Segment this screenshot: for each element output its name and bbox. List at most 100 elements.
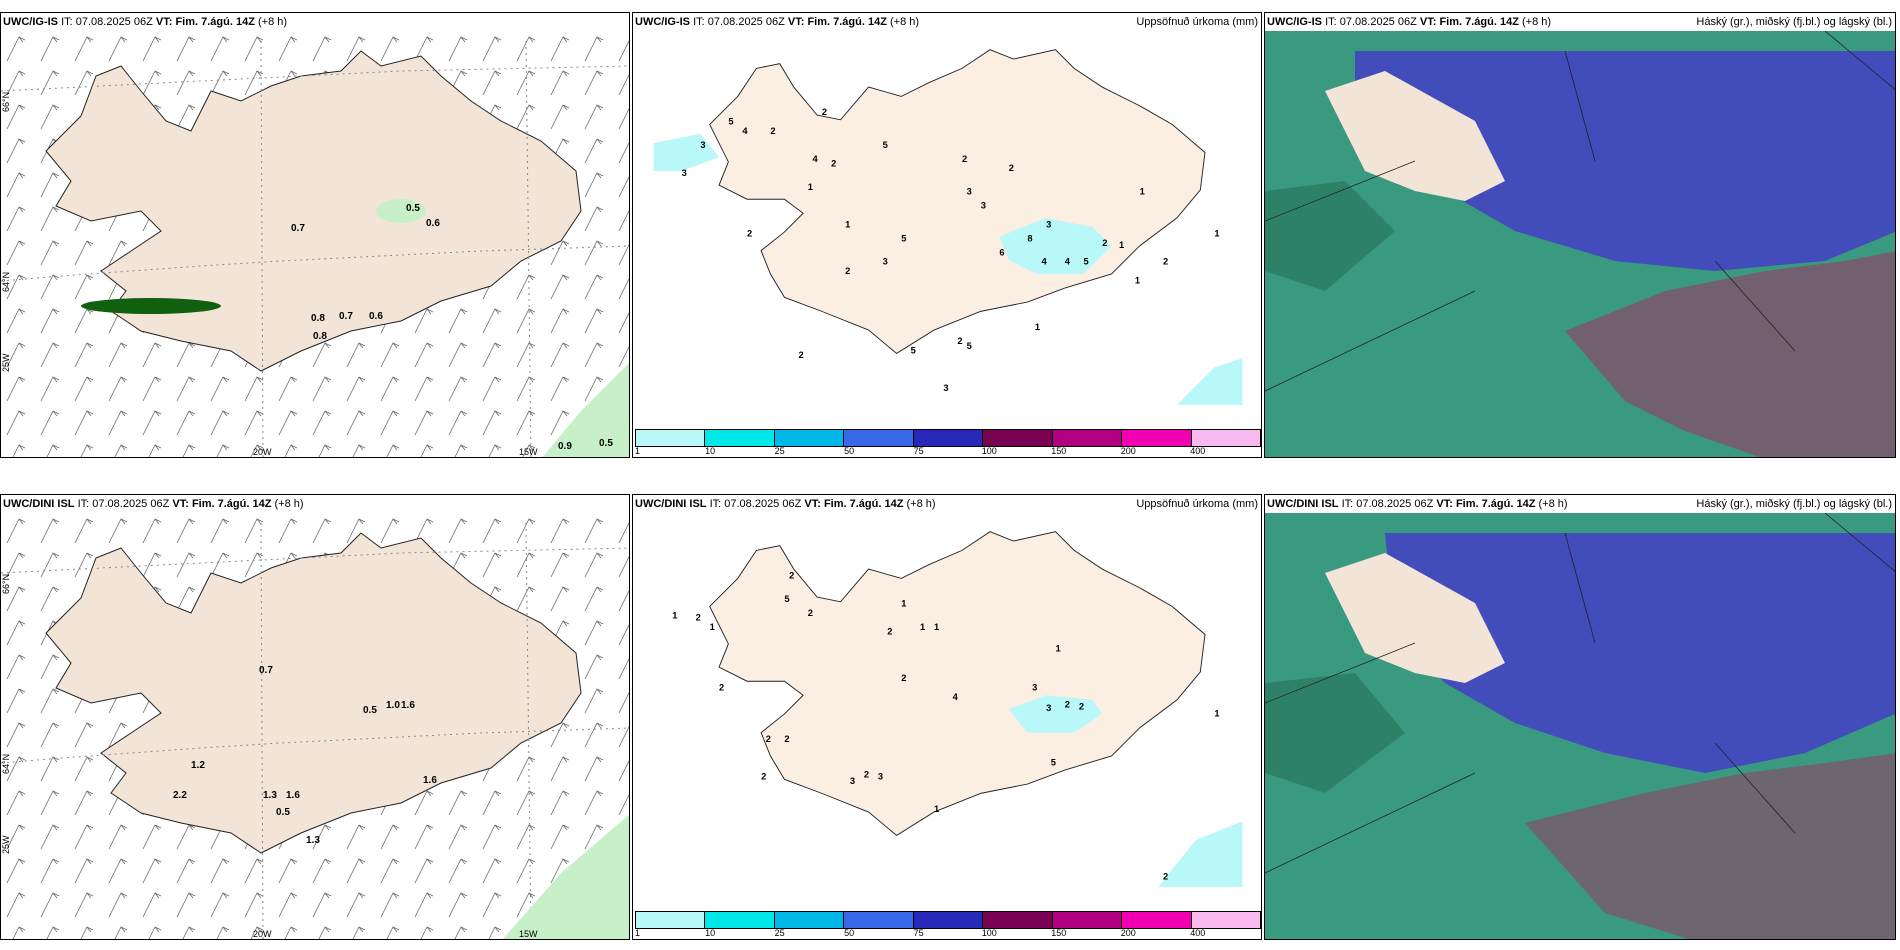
precip-label: 1	[845, 219, 850, 229]
mid-cloud-field	[1385, 533, 1895, 773]
legend-tick: 400	[1190, 928, 1206, 938]
precip-label: 2	[1102, 238, 1107, 248]
legend-tick: 50	[844, 928, 855, 938]
legend-tick: 200	[1120, 446, 1136, 456]
wind-label: 0.6	[426, 218, 440, 229]
lat-label-64: 64°N	[1, 754, 11, 774]
wind-map: 0.7 0.5 0.6 0.8 0.7 0.6 0.8 0.9 0.5 66°N…	[1, 31, 629, 457]
legend-swatch	[636, 430, 706, 446]
lon-label-20: 20W	[253, 929, 272, 939]
lon-line-20	[260, 522, 264, 939]
panel-header: UWC/IG-IS IT: 07.08.2025 06Z VT: Fim. 7.…	[635, 16, 920, 28]
precip-label: 1	[1035, 322, 1040, 332]
precip-label: 2	[761, 771, 766, 781]
iceland-land	[709, 49, 1206, 355]
precip-label: 5	[911, 345, 916, 355]
panel-title: Uppsöfnuð úrkoma (mm)	[1136, 498, 1258, 510]
wind-label: 1.3	[263, 790, 277, 801]
wind-label: 0.5	[276, 807, 290, 818]
precip-label: 3	[967, 187, 972, 197]
wind-label: 1.6	[286, 790, 300, 801]
precip-label: 3	[700, 140, 705, 150]
legend-tick: 10	[705, 928, 716, 938]
lat-label-66: 66°N	[1, 92, 11, 112]
cloud-map-panel-ig: UWC/IG-IS IT: 07.08.2025 06Z VT: Fim. 7.…	[1264, 12, 1896, 458]
legend-swatch	[844, 912, 914, 928]
legend-swatch	[705, 912, 775, 928]
legend-color-bar	[635, 911, 1261, 929]
precip-label: 3	[981, 201, 986, 211]
wind-label: 0.7	[259, 665, 273, 676]
precip-label: 1	[710, 622, 715, 632]
lon-line-15	[525, 522, 532, 939]
lon-label-15: 15W	[519, 929, 538, 939]
precip-label: 5	[901, 233, 906, 243]
precip-map: 2 5 2 1 2 1 1 1 1 2 3 3 2 2 4 5 1 1 2 2 …	[672, 531, 1243, 887]
panel-title: Uppsöfnuð úrkoma (mm)	[1136, 16, 1258, 28]
precip-label: 1	[672, 611, 677, 621]
precip-label: 2	[798, 350, 803, 360]
legend-swatch	[913, 912, 984, 928]
lon-line-20	[260, 40, 264, 457]
panel-header: UWC/DINI ISL IT: 07.08.2025 06Z VT: Fim.…	[1267, 498, 1568, 510]
legend-swatch	[913, 430, 984, 446]
precip-label: 2	[962, 154, 967, 164]
precip-label: 1	[808, 182, 813, 192]
precip-label: 2	[957, 336, 962, 346]
wind-label: 1.6	[401, 700, 415, 711]
precip-area-sea	[1158, 821, 1243, 887]
legend-swatch	[1191, 912, 1260, 928]
precip-label: 4	[1065, 257, 1071, 267]
legend-tick: 400	[1190, 446, 1206, 456]
precip-label: 1	[1055, 643, 1060, 653]
low-cloud-dense	[1265, 673, 1405, 793]
legend-tick: 100	[981, 446, 997, 456]
wind-label: 0.9	[558, 441, 572, 452]
lat-label-66: 66°N	[1, 574, 11, 594]
precip-label: 5	[784, 594, 789, 604]
precip-label: 6	[999, 247, 1004, 257]
precip-label: 1	[920, 622, 925, 632]
panel-header: UWC/DINI ISL IT: 07.08.2025 06Z VT: Fim.…	[635, 498, 936, 510]
precip-map-panel-dini: UWC/DINI ISL IT: 07.08.2025 06Z VT: Fim.…	[632, 494, 1262, 940]
mid-cloud-field	[1355, 51, 1895, 271]
panel-header: UWC/IG-IS IT: 07.08.2025 06Z VT: Fim. 7.…	[1267, 16, 1552, 28]
lon-label-15: 15W	[519, 447, 538, 457]
precip-area	[999, 217, 1112, 274]
panel-header: UWC/IG-IS IT: 07.08.2025 06Z VT: Fim. 7.…	[3, 16, 288, 28]
precip-area	[653, 133, 720, 172]
legend-swatch	[983, 912, 1053, 928]
precip-label: 2	[1079, 701, 1084, 711]
panel-header: UWC/DINI ISL IT: 07.08.2025 06Z VT: Fim.…	[3, 498, 304, 510]
wind-label: 2.2	[173, 790, 187, 801]
precip-label: 3	[883, 257, 888, 267]
wind-label: 0.6	[369, 311, 383, 322]
legend-tick: 25	[774, 928, 785, 938]
lon-label-25: 25W	[1, 835, 11, 854]
wind-label: 0.8	[313, 331, 327, 342]
precip-label: 4	[742, 126, 748, 136]
precip-label: 1	[901, 598, 906, 608]
legend-tick: 150	[1051, 928, 1067, 938]
precip-label: 2	[1163, 257, 1168, 267]
legend-swatch	[774, 912, 845, 928]
high-cloud-field	[1525, 753, 1895, 939]
legend-swatch	[636, 912, 706, 928]
legend-tick-labels: 1 10 25 50 75 100 150 200 400	[635, 928, 1261, 939]
legend-tick: 200	[1120, 928, 1136, 938]
lat-line-66	[1, 65, 629, 92]
precip-label: 2	[784, 734, 789, 744]
precip-label: 2	[808, 608, 813, 618]
wind-map: 0.7 0.5 1.0 1.6 1.2 2.2 1.3 1.6 0.5 1.3 …	[1, 513, 629, 939]
precip-label: 2	[770, 126, 775, 136]
wind-label: 1.2	[191, 760, 205, 771]
precip-label: 5	[967, 341, 972, 351]
legend-tick: 10	[705, 446, 716, 456]
wind-label: 0.7	[291, 223, 305, 234]
legend-tick: 150	[1051, 446, 1067, 456]
legend-tick-labels: 1 10 25 50 75 100 150 200 400	[635, 446, 1261, 457]
precip-label: 2	[864, 769, 869, 779]
precip-legend: 1 10 25 50 75 100 150 200 400	[633, 911, 1261, 939]
wind-label: 0.7	[339, 311, 353, 322]
legend-swatch	[1122, 912, 1192, 928]
